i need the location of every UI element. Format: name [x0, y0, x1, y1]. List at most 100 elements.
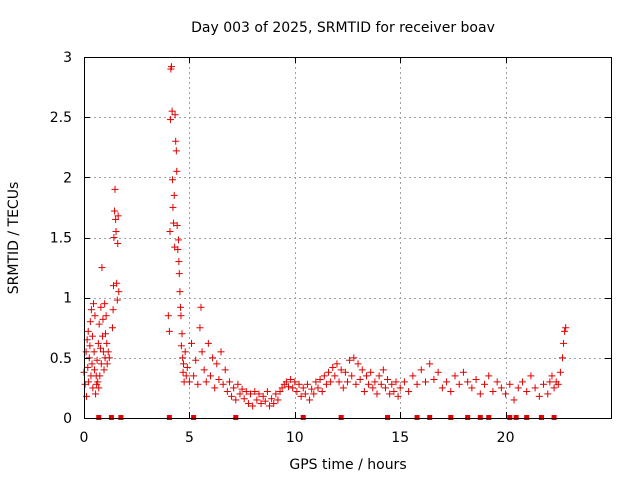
data-point: [182, 372, 190, 380]
data-point: [459, 368, 467, 376]
data-point: [164, 312, 172, 320]
y-tick-label: 1: [63, 291, 72, 307]
data-point: [178, 330, 186, 338]
data-point: [554, 380, 562, 388]
data-point: [405, 388, 413, 396]
data-gap-marker: [96, 415, 102, 420]
data-point: [476, 390, 484, 398]
data-point: [236, 390, 244, 398]
data-point: [434, 368, 442, 376]
data-point: [344, 378, 351, 386]
data-point: [510, 396, 518, 404]
data-point: [282, 378, 290, 386]
data-point: [197, 303, 205, 311]
y-tick-label: 3: [63, 50, 72, 66]
data-point: [238, 385, 246, 393]
data-point: [502, 390, 510, 398]
data-gap-marker: [477, 415, 483, 420]
data-point: [173, 167, 181, 175]
data-point: [318, 388, 326, 396]
data-point: [468, 384, 476, 392]
data-point: [514, 384, 522, 392]
x-axis-label: GPS time / hours: [289, 457, 406, 473]
data-point: [253, 396, 261, 404]
data-point: [183, 363, 191, 371]
data-point: [175, 270, 183, 278]
data-point: [228, 392, 236, 400]
grid-layer: [84, 57, 611, 418]
data-point: [200, 366, 208, 374]
data-point: [171, 111, 179, 119]
data-point: [167, 63, 175, 71]
data-point: [375, 372, 383, 380]
data-point: [93, 356, 101, 364]
data-point: [556, 368, 564, 376]
data-point: [381, 384, 389, 392]
data-point: [213, 360, 221, 368]
data-point: [293, 388, 301, 396]
data-point: [91, 366, 99, 374]
data-point: [493, 378, 501, 386]
data-point: [266, 402, 274, 410]
data-gap-markers: [96, 415, 557, 420]
data-point: [331, 372, 339, 380]
data-point: [95, 320, 103, 328]
data-point: [177, 303, 185, 311]
data-point: [350, 354, 358, 362]
data-point: [472, 375, 480, 383]
data-gap-marker: [118, 415, 124, 420]
data-point: [192, 356, 200, 364]
data-point: [113, 296, 121, 304]
data-point: [179, 354, 187, 362]
data-point: [297, 392, 305, 400]
data-point: [179, 360, 187, 368]
data-point: [170, 219, 178, 227]
data-point: [559, 354, 567, 362]
data-point: [337, 366, 345, 374]
data-point: [291, 378, 299, 386]
data-point: [348, 372, 356, 380]
data-point: [287, 375, 295, 383]
data-point: [322, 380, 330, 388]
data-point: [166, 116, 174, 124]
data-point: [310, 390, 318, 398]
data-point: [230, 384, 238, 392]
data-point: [443, 378, 451, 386]
data-point: [362, 372, 370, 380]
data-point: [85, 378, 93, 386]
data-point: [270, 400, 278, 408]
data-point: [196, 324, 204, 332]
data-point: [165, 327, 173, 335]
data-point: [88, 332, 96, 340]
data-gap-marker: [507, 415, 513, 420]
data-point: [506, 380, 514, 388]
data-point: [175, 258, 183, 266]
data-point: [339, 384, 347, 392]
data-point: [255, 390, 263, 398]
data-point: [455, 380, 463, 388]
data-point: [263, 388, 271, 396]
data-point: [111, 207, 119, 215]
data-point: [329, 363, 337, 371]
data-point: [299, 384, 307, 392]
data-point: [438, 384, 446, 392]
data-gap-marker: [233, 415, 239, 420]
data-point: [168, 107, 176, 115]
data-point: [111, 185, 119, 193]
data-point: [94, 378, 102, 386]
data-point: [257, 400, 265, 408]
x-tick-label: 5: [185, 430, 194, 446]
data-point: [169, 176, 177, 184]
data-point: [215, 375, 223, 383]
data-point: [464, 378, 472, 386]
data-point: [394, 392, 402, 400]
data-point: [89, 384, 97, 392]
data-point: [88, 360, 96, 368]
data-point: [84, 327, 92, 335]
data-point: [211, 384, 219, 392]
data-point: [289, 384, 297, 392]
data-point: [544, 390, 552, 398]
data-point: [169, 203, 177, 211]
data-point: [540, 380, 548, 388]
